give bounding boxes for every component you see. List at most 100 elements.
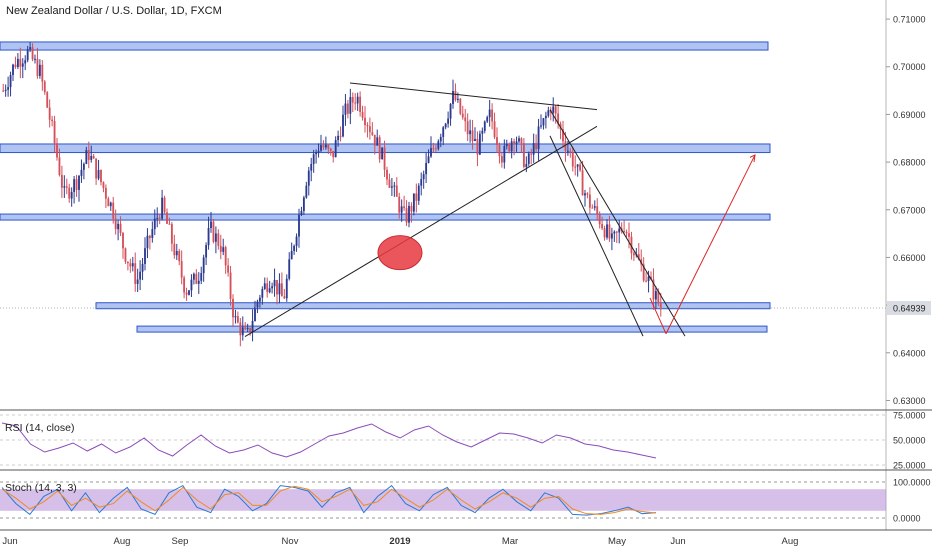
candle-body: [383, 147, 386, 170]
candle-body: [302, 197, 305, 212]
candle-body: [505, 143, 508, 147]
candle-body: [532, 143, 535, 155]
candle-body: [190, 279, 193, 291]
candle-body: [170, 224, 173, 244]
candle-body: [7, 87, 10, 90]
candle-body: [241, 327, 244, 336]
stoch-tick-label: 0.0000: [893, 514, 921, 524]
candle-body: [332, 150, 335, 158]
candle-body: [657, 291, 660, 304]
candle-body: [185, 292, 188, 295]
candle-body: [175, 250, 178, 256]
candle-body: [537, 126, 540, 150]
candle-body: [329, 148, 332, 151]
stoch-k-line: [1, 484, 657, 516]
candle-body: [131, 263, 134, 267]
candle-body: [9, 75, 12, 88]
candle-body: [520, 138, 523, 144]
candle-body: [390, 186, 393, 188]
candle-body: [202, 257, 205, 274]
candle-body: [129, 263, 132, 267]
y-tick-label: 0.69000: [893, 110, 926, 120]
x-tick-label: Nov: [282, 536, 299, 547]
candle-body: [642, 264, 645, 281]
candle-body: [53, 121, 56, 144]
candle-body: [493, 121, 496, 138]
candle-body: [136, 279, 139, 284]
candle-body: [122, 232, 124, 249]
candle-body: [249, 327, 252, 332]
candle-body: [474, 138, 476, 142]
candle-body: [102, 182, 105, 188]
y-tick-label: 0.71000: [893, 15, 926, 25]
candle-body: [310, 163, 313, 171]
x-tick-label: 2019: [389, 536, 410, 547]
support-resistance-zone: [136, 325, 768, 333]
candle-body: [395, 185, 398, 197]
trendline-rising: [244, 125, 598, 338]
candle-body: [153, 218, 156, 230]
candle-body: [588, 194, 591, 208]
candle-body: [78, 175, 80, 190]
candle-body: [324, 144, 327, 148]
candle-body: [403, 206, 406, 209]
candle-body: [112, 202, 115, 219]
candle-body: [73, 179, 76, 193]
candle-body: [625, 231, 628, 234]
candle-body: [400, 206, 403, 213]
candle-body: [371, 132, 374, 135]
candle-body: [41, 64, 44, 82]
candle-body: [217, 233, 220, 246]
candle-body: [351, 97, 354, 103]
candle-body: [173, 243, 176, 256]
candle-body: [632, 253, 635, 256]
candle-body: [430, 148, 432, 157]
candle-body: [540, 125, 542, 127]
support-resistance-zone: [0, 41, 769, 51]
chart-title: New Zealand Dollar / U.S. Dollar, 1D, FX…: [6, 5, 222, 17]
candle-body: [117, 223, 120, 230]
candle-body: [398, 196, 401, 213]
candle-body: [386, 169, 388, 180]
candle-body: [82, 163, 85, 170]
candle-body: [425, 162, 428, 175]
candle-body: [461, 113, 464, 118]
candle-body: [222, 247, 225, 252]
candle-body: [288, 259, 291, 279]
candle-body: [327, 144, 330, 149]
stoch-tick-label: 100.0000: [893, 478, 931, 488]
candle-body: [322, 145, 325, 148]
candle-body: [552, 106, 555, 113]
candle-body: [300, 211, 303, 216]
candle-body: [637, 254, 640, 260]
candle-body: [608, 224, 611, 239]
candle-body: [452, 90, 454, 104]
candle-body: [65, 186, 68, 188]
candle-body: [263, 283, 266, 289]
candle-body: [408, 205, 410, 223]
candle-body: [320, 145, 322, 151]
candle-body: [422, 174, 425, 180]
candle-body: [104, 187, 107, 199]
candle-body: [569, 150, 572, 153]
candle-body: [346, 103, 349, 114]
y-tick-label: 0.63000: [893, 396, 926, 406]
candle-body: [219, 245, 222, 252]
candle-body: [364, 117, 366, 126]
candle-body: [481, 130, 484, 134]
candle-body: [503, 146, 506, 163]
rsi-tick-label: 75.0000: [893, 411, 926, 421]
candle-body: [268, 288, 271, 293]
candle-body: [581, 170, 584, 196]
candle-body: [109, 202, 112, 207]
candle-body: [254, 307, 256, 321]
x-tick-label: Aug: [114, 536, 131, 547]
candle-body: [535, 143, 538, 150]
candle-body: [180, 261, 183, 278]
candle-body: [469, 130, 472, 135]
x-tick-label: May: [608, 536, 626, 547]
candle-body: [354, 102, 357, 104]
candle-body: [652, 279, 655, 300]
